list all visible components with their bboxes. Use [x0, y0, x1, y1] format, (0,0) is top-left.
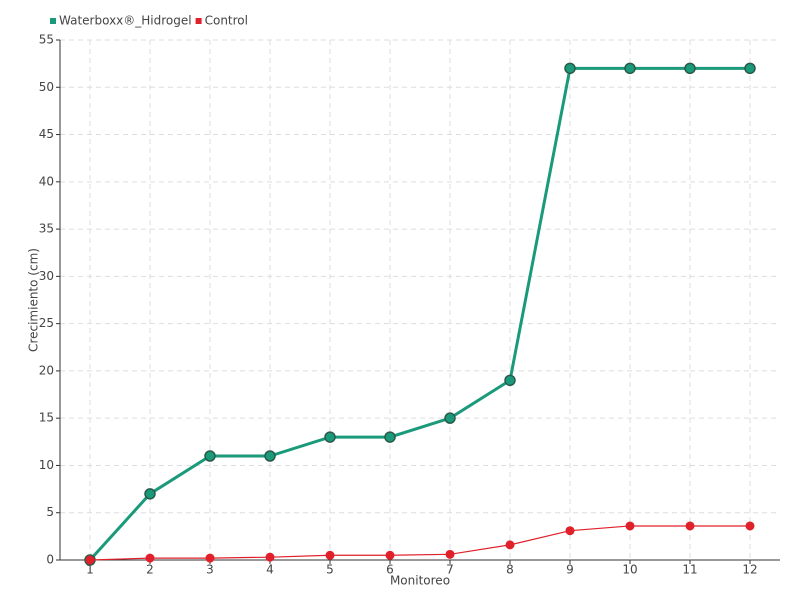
data-point: [145, 553, 155, 563]
y-tick-label: 15: [39, 411, 54, 425]
data-point: [385, 550, 395, 560]
data-point: [324, 431, 336, 443]
y-axis-label: Crecimiento (cm): [27, 248, 41, 352]
data-point: [564, 62, 576, 75]
data-point: [144, 488, 156, 500]
x-tick-label: 1: [86, 563, 94, 577]
y-tick-label: 40: [39, 174, 54, 188]
legend-label: Waterboxx®_Hidrogel: [59, 14, 192, 28]
x-tick-label: 5: [326, 563, 334, 577]
y-tick-label: 0: [46, 553, 54, 567]
y-tick-label: 55: [39, 33, 54, 47]
y-tick-label: 25: [39, 316, 54, 330]
x-tick-label: 2: [146, 563, 154, 577]
data-point: [204, 450, 216, 462]
x-tick-label: 11: [682, 563, 697, 577]
data-point: [504, 374, 516, 387]
legend-swatch: [50, 18, 56, 24]
data-point: [625, 521, 635, 531]
data-point: [85, 555, 95, 565]
x-tick-label: 6: [386, 563, 394, 577]
data-point: [384, 431, 396, 443]
series-line: [89, 525, 750, 561]
data-point: [744, 62, 756, 75]
data-point: [624, 62, 636, 75]
x-tick-label: 3: [206, 563, 214, 577]
data-point: [445, 549, 455, 559]
data-point: [265, 552, 275, 562]
data-point: [505, 540, 515, 550]
data-point: [684, 62, 696, 75]
data-point: [745, 521, 755, 531]
y-tick-label: 30: [39, 269, 54, 283]
data-point: [264, 450, 276, 462]
y-tick-label: 5: [46, 505, 54, 519]
x-tick-label: 8: [506, 563, 514, 577]
legend-swatch: [195, 18, 202, 24]
x-tick-label: 9: [566, 563, 574, 577]
x-axis-label: Monitoreo: [390, 574, 450, 588]
x-tick-label: 4: [266, 563, 274, 577]
data-point: [444, 412, 456, 424]
legend-label: Control: [205, 14, 248, 28]
data-point: [205, 553, 215, 563]
series-line: [88, 66, 750, 562]
y-tick-label: 35: [39, 222, 54, 236]
x-tick-label: 12: [742, 563, 757, 577]
y-tick-label: 10: [39, 458, 54, 472]
x-tick-label: 7: [446, 563, 454, 577]
x-tick-label: 10: [622, 563, 637, 577]
y-tick-label: 45: [39, 127, 54, 141]
data-point: [565, 526, 575, 536]
y-tick-label: 50: [39, 80, 54, 94]
y-tick-label: 20: [39, 363, 54, 377]
data-point: [325, 550, 335, 560]
data-point: [685, 521, 695, 531]
